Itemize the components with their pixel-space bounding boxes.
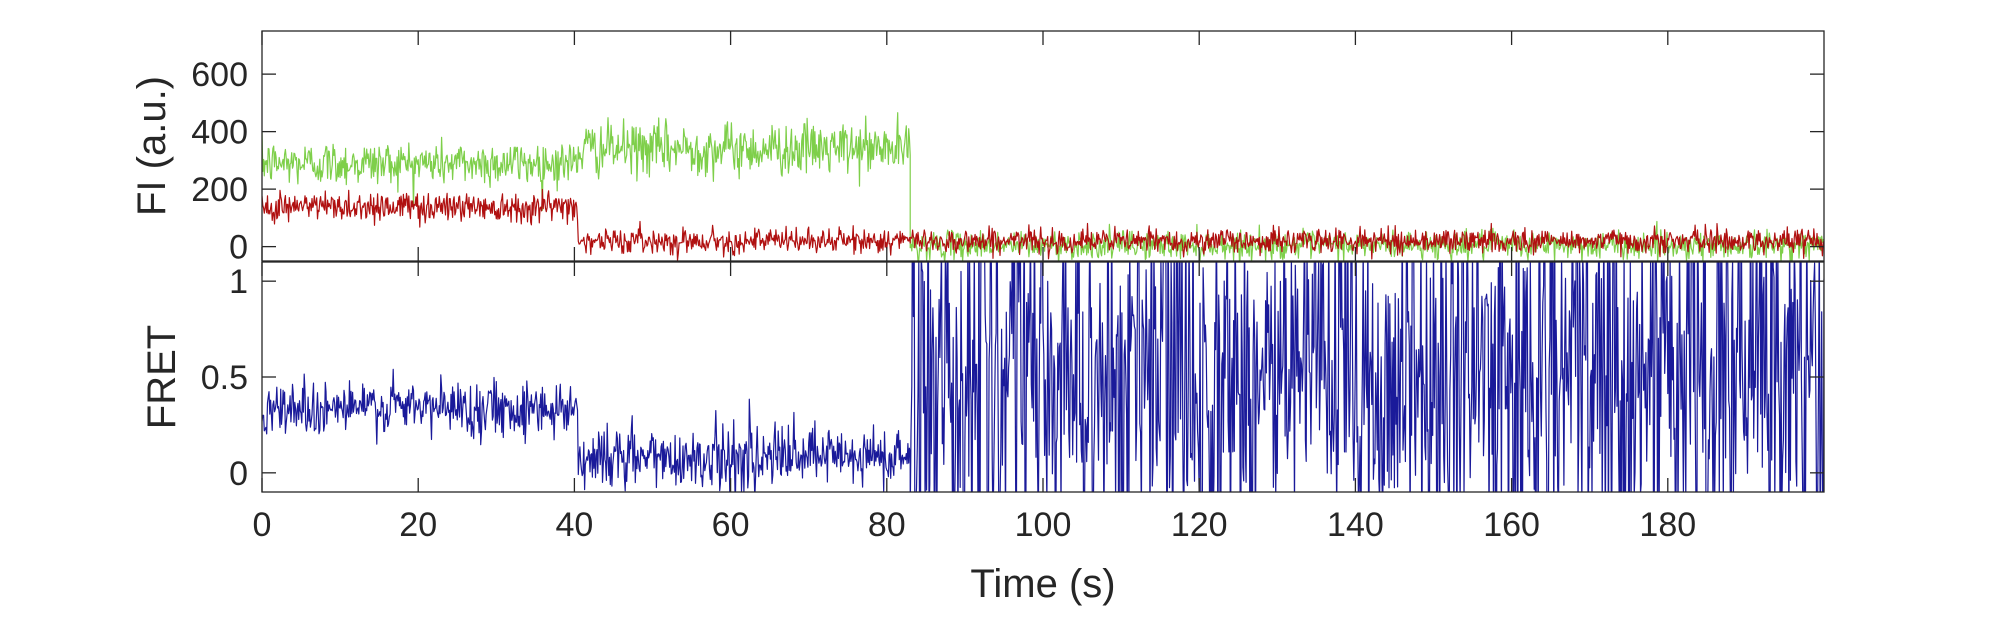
intensity-panel: 0 200 400 600 FI (a.u.) (130, 30, 1825, 267)
intensity-traces (262, 112, 1824, 261)
intensity-y-axis-label: FI (a.u.) (130, 76, 174, 216)
y-tick-label: 0.5 (201, 359, 248, 397)
y-tick-label: 400 (191, 114, 248, 152)
x-tick-label: 160 (1483, 506, 1540, 544)
x-tick-label: 140 (1327, 506, 1384, 544)
x-tick-label: 120 (1171, 506, 1228, 544)
y-tick-label: 0 (229, 455, 248, 493)
series-line-acceptor-red- (262, 188, 1824, 261)
x-tick-label: 180 (1639, 506, 1696, 544)
x-tick-label: 40 (555, 506, 593, 544)
time-x-ticks: 0 20 40 60 80 100 120 140 160 180 (253, 262, 1696, 544)
intensity-plot-area (262, 31, 1824, 261)
x-tick-label: 0 (253, 506, 272, 544)
y-tick-label: 200 (191, 171, 248, 209)
y-tick-label: 0 (229, 229, 248, 267)
fret-y-axis-label: FRET (140, 325, 184, 429)
x-tick-label: 80 (868, 506, 906, 544)
intensity-y-ticks: 0 200 400 600 (191, 31, 1824, 267)
fret-y-ticks: 00.51 (201, 263, 1824, 493)
x-tick-label: 20 (399, 506, 437, 544)
x-tick-label: 60 (712, 506, 750, 544)
y-tick-label: 1 (229, 263, 248, 301)
x-tick-label: 100 (1015, 506, 1072, 544)
time-x-axis-label: Time (s) (970, 562, 1115, 606)
fret-panel: 00.51 0 20 40 60 80 100 120 140 160 180 FRET Time… (140, 261, 1825, 606)
y-tick-label: 600 (191, 56, 248, 94)
